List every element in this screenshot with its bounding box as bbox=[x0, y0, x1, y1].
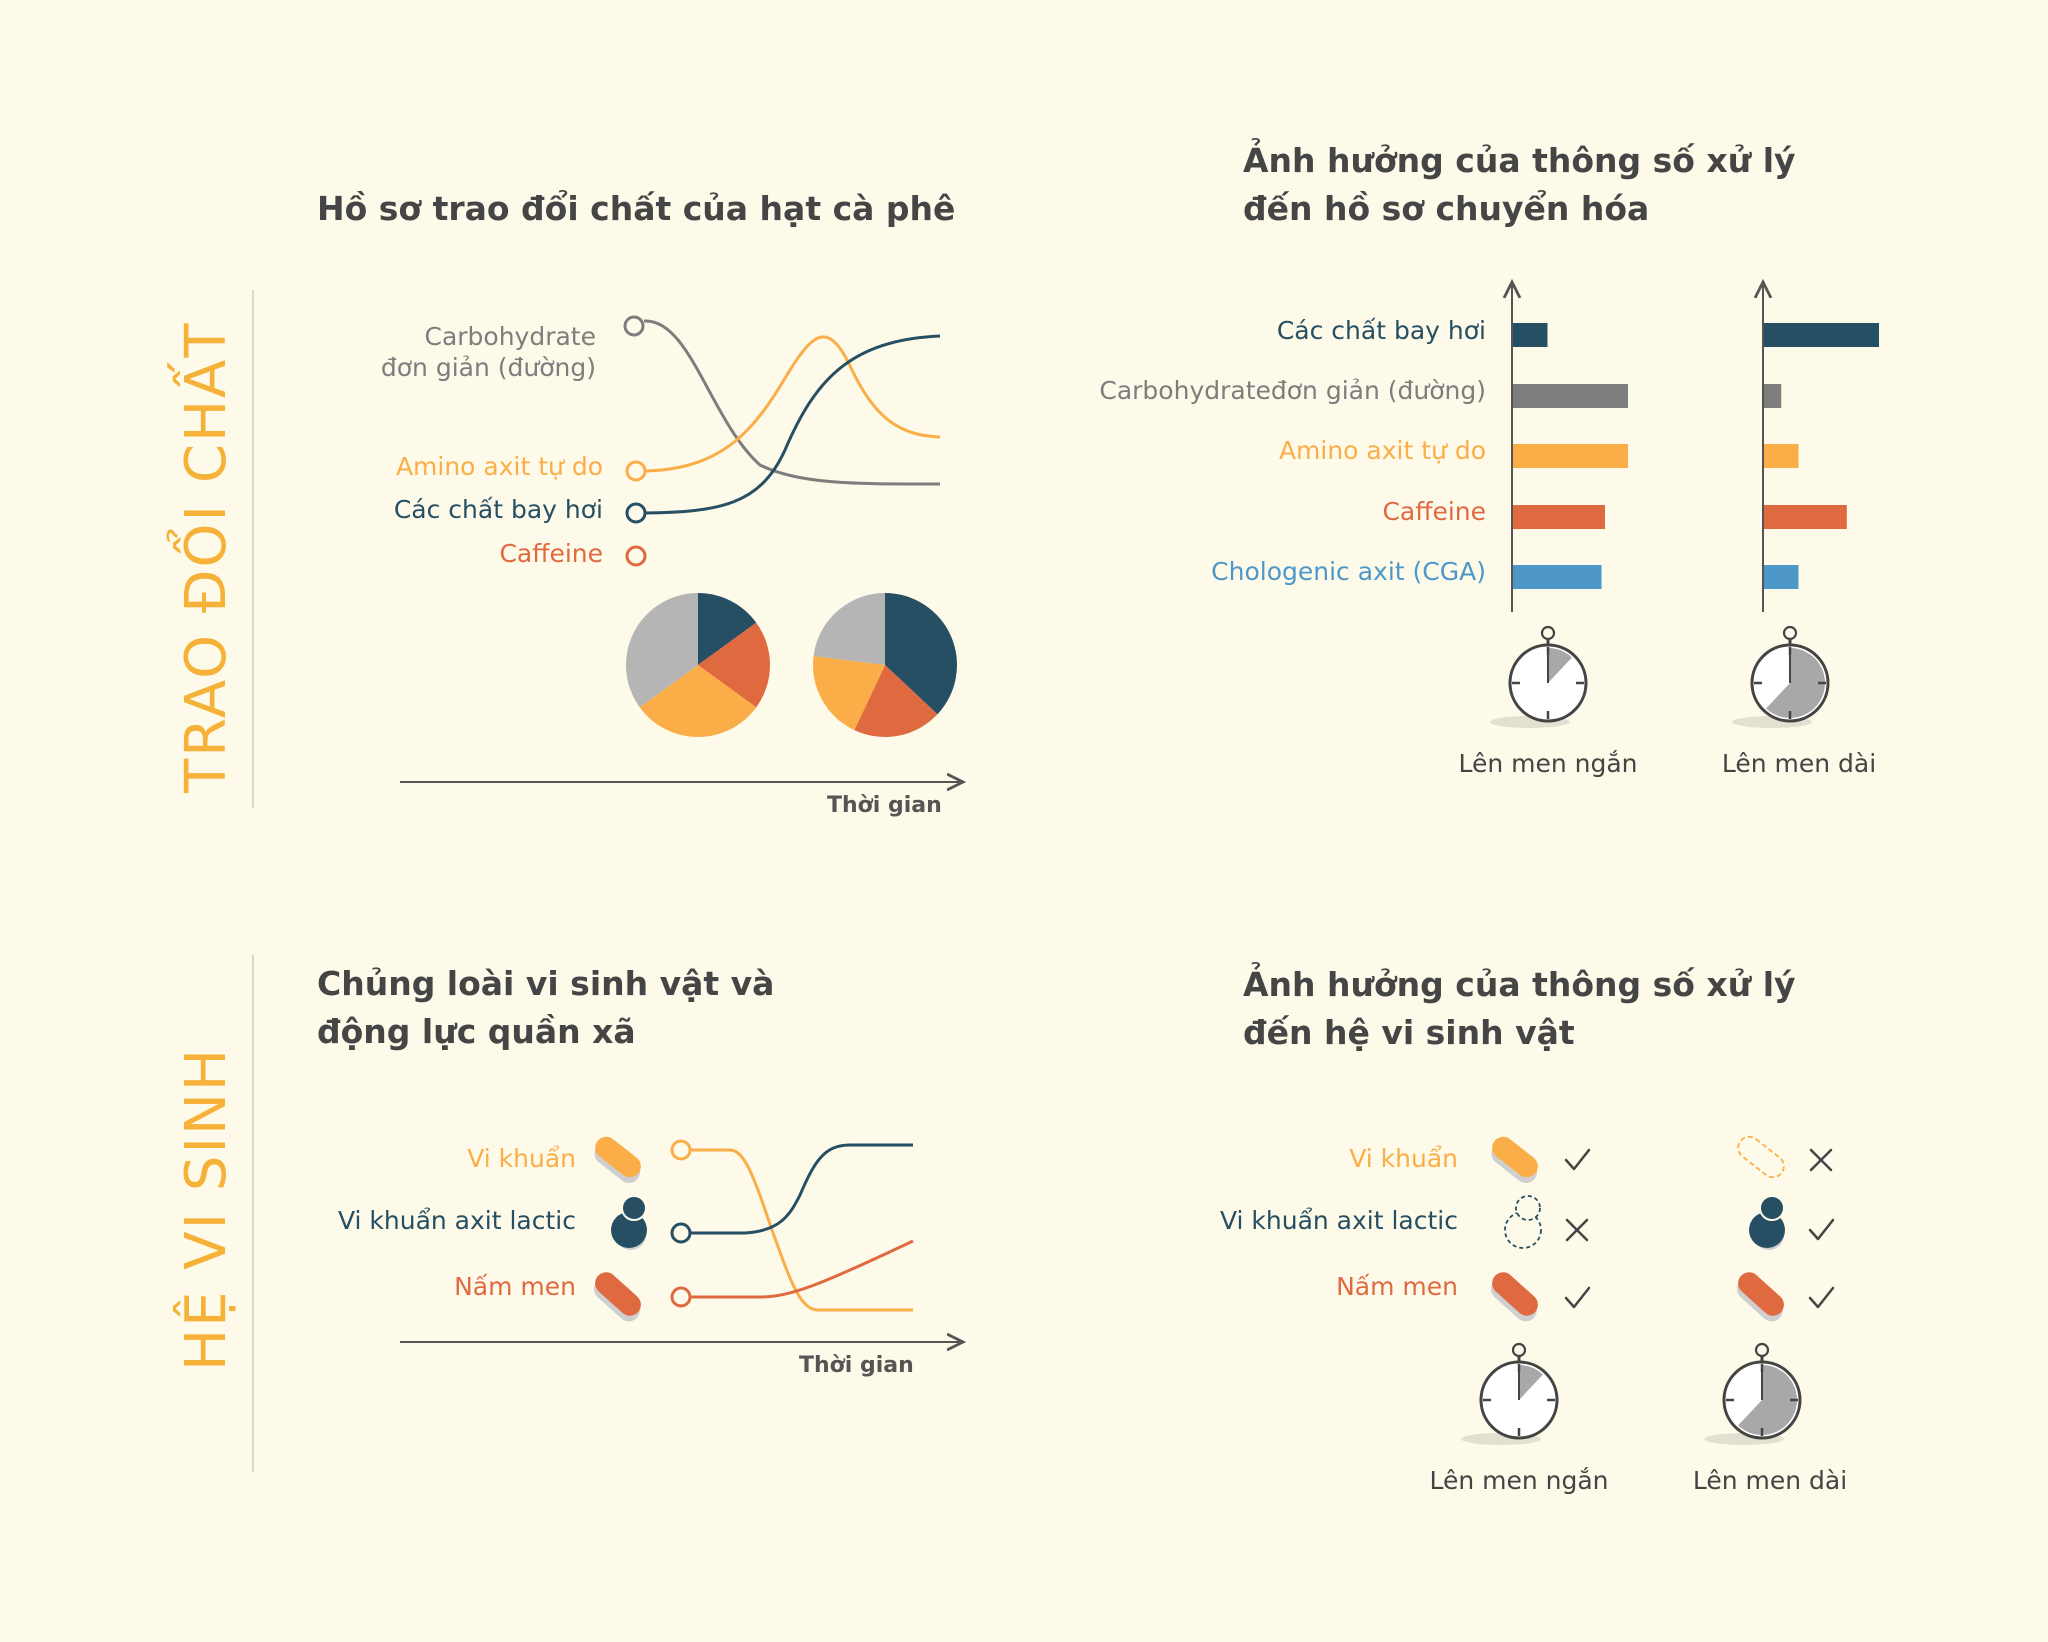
panel-title: Hồ sơ trao đổi chất của hạt cà phê bbox=[317, 188, 955, 228]
pie-charts bbox=[626, 593, 957, 737]
pie-early bbox=[626, 593, 770, 737]
panel-title-line1: Ảnh hưởng của thông số xử lý bbox=[1243, 137, 1796, 180]
timer-elapsed bbox=[1738, 1365, 1797, 1435]
side-label-metabolism: TRAO ĐỔI CHẤT bbox=[167, 321, 239, 794]
pie-slice bbox=[698, 593, 757, 665]
pie-slice bbox=[854, 665, 938, 737]
timer-caption: Lên men dài bbox=[1693, 1466, 1847, 1495]
presence-marks-long bbox=[1808, 1148, 1835, 1309]
legend-label-sugars-line2: đơn giản (đường) bbox=[381, 353, 596, 382]
legend-marker-volatiles bbox=[625, 502, 647, 524]
panel-title-line2: động lực quần xã bbox=[317, 1012, 636, 1051]
yeast-icon bbox=[1490, 1272, 1538, 1322]
bar-long bbox=[1764, 444, 1799, 468]
timer-caption: Lên men dài bbox=[1722, 749, 1876, 778]
curve-sugars bbox=[643, 319, 941, 486]
cocci-icon bbox=[1749, 1195, 1785, 1250]
check-icon bbox=[1808, 1286, 1835, 1309]
timer-long-fermentation-icon bbox=[1704, 1342, 1802, 1445]
bar-long bbox=[1764, 384, 1782, 408]
legend-marker-bacteria bbox=[670, 1139, 692, 1161]
timers-metabolic: Lên men ngắn Lên men dài bbox=[1458, 625, 1876, 778]
timer-long-fermentation-icon bbox=[1732, 625, 1830, 728]
check-icon bbox=[1564, 1286, 1591, 1309]
row-label-yeast: Nấm men bbox=[1336, 1272, 1458, 1301]
pie-slice bbox=[698, 622, 770, 708]
timer-elapsed bbox=[1519, 1365, 1543, 1400]
panel-metabolic-profile: Hồ sơ trao đổi chất của hạt cà phê Carbo… bbox=[317, 188, 963, 818]
check-icon bbox=[1564, 1148, 1591, 1171]
presence-marks-short bbox=[1564, 1148, 1591, 1309]
rod-bacteria-icon-absent bbox=[1737, 1135, 1785, 1179]
rod-bacteria-icon bbox=[1491, 1136, 1538, 1184]
side-label-microbiome: HỆ VI SINH bbox=[174, 1047, 239, 1371]
curve-lactic-bacteria bbox=[690, 1143, 913, 1235]
pie-slice bbox=[885, 593, 957, 715]
bar-chart: Các chất bay hơi Carbohydrateđơn giản (đư… bbox=[1099, 282, 1879, 612]
panel-title-line1: Chủng loài vi sinh vật và bbox=[317, 964, 774, 1003]
legend-label-bacteria: Vi khuẩn bbox=[467, 1144, 576, 1173]
pie-slice bbox=[813, 655, 885, 731]
timers-microbiome: Lên men ngắn Lên men dài bbox=[1429, 1342, 1847, 1495]
pie-slice bbox=[626, 593, 698, 708]
panel-title-line2: đến hệ vi sinh vật bbox=[1243, 1013, 1575, 1052]
yeast-icon bbox=[1736, 1272, 1784, 1322]
curve-bacteria bbox=[690, 1148, 913, 1312]
yeast-icon bbox=[593, 1272, 641, 1322]
cross-icon bbox=[1565, 1218, 1589, 1242]
panel-title-line2: đến hồ sơ chuyển hóa bbox=[1243, 188, 1649, 228]
bar-label: Amino axit tự do bbox=[1279, 436, 1486, 465]
cross-icon bbox=[1809, 1148, 1833, 1172]
bar-short bbox=[1513, 444, 1628, 468]
timer-elapsed bbox=[1548, 648, 1572, 683]
bar-label: Carbohydrateđơn giản (đường) bbox=[1099, 376, 1486, 405]
timer-caption: Lên men ngắn bbox=[1429, 1466, 1608, 1495]
curve-volatiles bbox=[643, 334, 941, 515]
time-axis-label: Thời gian bbox=[827, 793, 942, 818]
bar-label: Caffeine bbox=[1382, 497, 1486, 526]
bar-label: Chologenic axit (CGA) bbox=[1211, 557, 1486, 586]
curve-amino-acids bbox=[643, 335, 941, 473]
legend-marker-yeast bbox=[670, 1286, 692, 1308]
legend-marker-amino-acids bbox=[625, 460, 647, 482]
bar-short bbox=[1513, 505, 1605, 529]
panel-processing-metabolic: Ảnh hưởng của thông số xử lý đến hồ sơ c… bbox=[1099, 137, 1879, 778]
cocci-icon-absent bbox=[1504, 1195, 1542, 1249]
panel-microbial-dynamics: Chủng loài vi sinh vật và động lực quần … bbox=[317, 964, 963, 1378]
bar-long bbox=[1764, 323, 1879, 347]
legend-label-sugars-line1: Carbohydrate bbox=[424, 322, 596, 351]
legend-marker-lactic-bacteria bbox=[670, 1222, 692, 1244]
time-axis-label: Thời gian bbox=[799, 1353, 914, 1378]
legend-marker-caffeine bbox=[625, 545, 647, 567]
cocci-icon bbox=[611, 1195, 647, 1250]
legend-label-caffeine: Caffeine bbox=[499, 539, 603, 568]
bar-long bbox=[1764, 505, 1847, 529]
bar-short bbox=[1513, 323, 1548, 347]
legend-label-yeast: Nấm men bbox=[454, 1272, 576, 1301]
panel-processing-microbiome: Ảnh hưởng của thông số xử lý đến hệ vi s… bbox=[1220, 961, 1847, 1495]
legend-label-amino-acids: Amino axit tự do bbox=[396, 452, 603, 481]
pie-slice bbox=[639, 665, 757, 737]
row-label-lactic-bacteria: Vi khuẩn axit lactic bbox=[1220, 1206, 1458, 1235]
panel-title-line1: Ảnh hưởng của thông số xử lý bbox=[1243, 961, 1796, 1004]
timer-elapsed bbox=[1766, 648, 1825, 718]
legend-label-lactic-bacteria: Vi khuẩn axit lactic bbox=[338, 1206, 576, 1235]
timer-caption: Lên men ngắn bbox=[1458, 749, 1637, 778]
pie-late bbox=[813, 593, 957, 737]
row-label-bacteria: Vi khuẩn bbox=[1349, 1144, 1458, 1173]
bar-short bbox=[1513, 565, 1602, 589]
legend-marker-sugars bbox=[623, 315, 645, 337]
timer-short-fermentation-icon bbox=[1461, 1342, 1559, 1445]
check-icon bbox=[1808, 1218, 1835, 1241]
bar-long bbox=[1764, 565, 1799, 589]
bar-label: Các chất bay hơi bbox=[1277, 316, 1486, 345]
timer-short-fermentation-icon bbox=[1490, 625, 1588, 728]
rod-bacteria-icon bbox=[594, 1136, 641, 1184]
legend-label-volatiles: Các chất bay hơi bbox=[394, 495, 603, 524]
curve-yeast bbox=[690, 1239, 914, 1299]
bar-short bbox=[1513, 384, 1628, 408]
pie-slice bbox=[813, 593, 885, 665]
